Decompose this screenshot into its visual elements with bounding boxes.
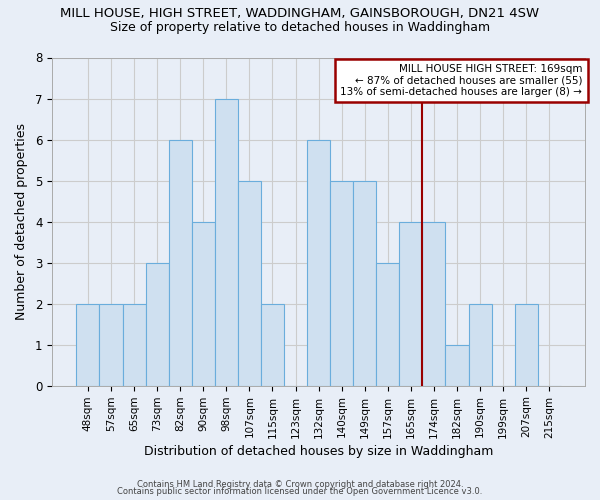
Bar [422,222,445,386]
Text: Size of property relative to detached houses in Waddingham: Size of property relative to detached ho… [110,21,490,34]
Text: MILL HOUSE, HIGH STREET, WADDINGHAM, GAINSBOROUGH, DN21 4SW: MILL HOUSE, HIGH STREET, WADDINGHAM, GAI… [61,6,539,20]
Bar [515,304,538,386]
Bar [238,180,261,386]
Bar [146,262,169,386]
Bar [376,262,400,386]
Bar [215,98,238,386]
Bar [353,180,376,386]
X-axis label: Distribution of detached houses by size in Waddingham: Distribution of detached houses by size … [144,444,493,458]
Bar [122,304,146,386]
Bar [469,304,491,386]
Y-axis label: Number of detached properties: Number of detached properties [15,123,28,320]
Bar [169,140,192,386]
Text: Contains public sector information licensed under the Open Government Licence v3: Contains public sector information licen… [118,488,482,496]
Bar [445,344,469,386]
Text: Contains HM Land Registry data © Crown copyright and database right 2024.: Contains HM Land Registry data © Crown c… [137,480,463,489]
Bar [192,222,215,386]
Bar [400,222,422,386]
Bar [330,180,353,386]
Bar [76,304,100,386]
Bar [307,140,330,386]
Text: MILL HOUSE HIGH STREET: 169sqm
← 87% of detached houses are smaller (55)
13% of : MILL HOUSE HIGH STREET: 169sqm ← 87% of … [340,64,583,98]
Bar [100,304,122,386]
Bar [261,304,284,386]
